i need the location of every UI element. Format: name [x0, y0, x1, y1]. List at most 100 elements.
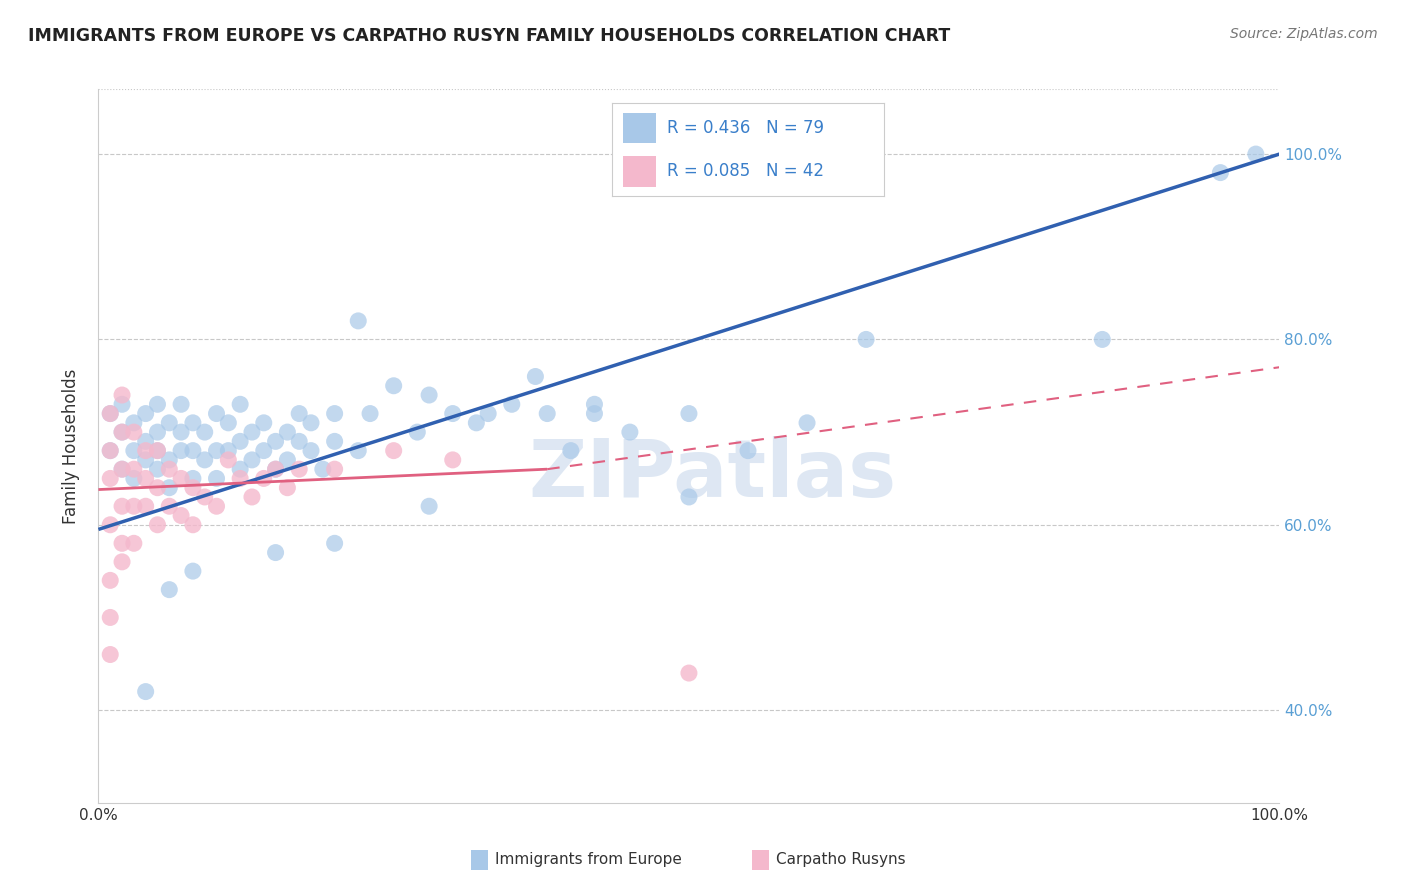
Point [122, 425, 145, 439]
Point [501, 397, 523, 411]
Point [135, 471, 157, 485]
Point [217, 443, 239, 458]
Point [98, 574, 121, 588]
Point [418, 500, 440, 514]
Point [157, 416, 180, 430]
Point [111, 462, 134, 476]
Point [441, 407, 464, 421]
Point [170, 443, 193, 458]
Point [312, 462, 335, 476]
Point [135, 500, 157, 514]
Point [181, 564, 204, 578]
Point [737, 443, 759, 458]
Point [157, 500, 180, 514]
Point [229, 397, 252, 411]
Point [240, 453, 263, 467]
Point [583, 397, 606, 411]
Point [98, 648, 121, 662]
Point [135, 443, 157, 458]
Point [323, 462, 346, 476]
Point [122, 500, 145, 514]
Point [253, 416, 276, 430]
Point [536, 407, 558, 421]
Point [98, 471, 121, 485]
Point [111, 536, 134, 550]
Point [477, 407, 499, 421]
Point [264, 462, 287, 476]
Point [406, 425, 429, 439]
Point [619, 425, 641, 439]
Point [678, 407, 700, 421]
Point [678, 490, 700, 504]
Point [205, 500, 228, 514]
Point [111, 555, 134, 569]
Point [111, 388, 134, 402]
Point [217, 453, 239, 467]
Point [181, 481, 204, 495]
Point [170, 508, 193, 523]
Point [299, 443, 322, 458]
Point [122, 462, 145, 476]
Point [146, 443, 169, 458]
Point [98, 407, 121, 421]
Point [276, 453, 298, 467]
Point [111, 462, 134, 476]
Text: Carpatho Rusyns: Carpatho Rusyns [776, 853, 905, 867]
Point [288, 434, 311, 449]
Point [98, 517, 121, 532]
Point [181, 517, 204, 532]
Point [264, 545, 287, 559]
Point [170, 397, 193, 411]
Point [288, 462, 311, 476]
Point [98, 407, 121, 421]
Y-axis label: Family Households: Family Households [62, 368, 80, 524]
Point [418, 388, 440, 402]
Point [181, 416, 204, 430]
Point [229, 462, 252, 476]
Point [323, 434, 346, 449]
Text: Immigrants from Europe: Immigrants from Europe [495, 853, 682, 867]
Point [1209, 166, 1232, 180]
Point [135, 407, 157, 421]
Point [146, 462, 169, 476]
Point [135, 434, 157, 449]
Point [205, 407, 228, 421]
Point [560, 443, 582, 458]
Point [855, 333, 877, 347]
Point [347, 314, 370, 328]
Point [299, 416, 322, 430]
Point [135, 684, 157, 698]
Point [122, 443, 145, 458]
Point [181, 471, 204, 485]
Point [98, 610, 121, 624]
Point [240, 490, 263, 504]
Text: Source: ZipAtlas.com: Source: ZipAtlas.com [1230, 27, 1378, 41]
Point [157, 462, 180, 476]
Point [111, 425, 134, 439]
Point [146, 397, 169, 411]
Point [253, 471, 276, 485]
Point [194, 425, 217, 439]
Point [382, 378, 405, 392]
Text: ZIPatlas: ZIPatlas [529, 435, 897, 514]
Point [441, 453, 464, 467]
Point [524, 369, 547, 384]
Point [170, 471, 193, 485]
Point [146, 481, 169, 495]
Point [135, 453, 157, 467]
Point [122, 416, 145, 430]
Point [194, 490, 217, 504]
Point [170, 425, 193, 439]
Point [229, 434, 252, 449]
Point [98, 443, 121, 458]
Point [288, 407, 311, 421]
Point [181, 443, 204, 458]
Point [276, 481, 298, 495]
Point [122, 536, 145, 550]
Point [122, 471, 145, 485]
Point [111, 425, 134, 439]
Point [205, 443, 228, 458]
Point [146, 425, 169, 439]
Point [264, 462, 287, 476]
Point [796, 416, 818, 430]
